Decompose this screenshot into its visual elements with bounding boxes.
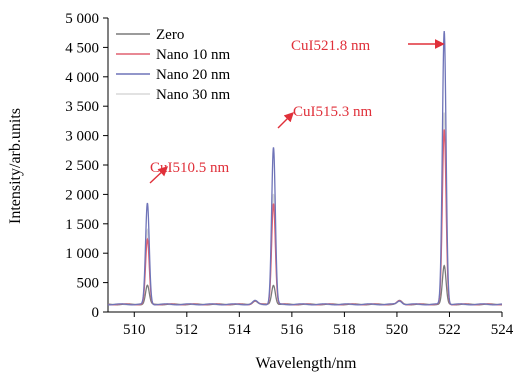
y-ticks: 0 500 1 000 1 500 2 000 2 500 3 000 3 500 4 000 4… (65, 11, 108, 321)
legend-label: Nano 30 nm (156, 87, 230, 103)
y-tick-label: 1 500 (65, 217, 99, 233)
x-axis-title: Wavelength/nm (256, 355, 357, 372)
annotation-arrow (277, 112, 294, 129)
y-tick-label: 500 (77, 276, 100, 292)
x-tick-label: 516 (281, 322, 304, 338)
x-tick-label: 522 (438, 322, 461, 338)
x-tick-label: 512 (176, 322, 199, 338)
annotation-label: CuI510.5 nm (150, 160, 230, 176)
annotation-arrow (149, 166, 169, 184)
y-axis-title: Intensity/arb.units (7, 108, 24, 224)
y-tick-label: 1 000 (65, 246, 99, 262)
y-tick-label: 2 000 (65, 187, 99, 203)
y-tick-label: 4 500 (65, 40, 99, 56)
x-tick-label: 524 (491, 322, 514, 338)
x-tick-label: 514 (228, 322, 251, 338)
annotation-label: CuI521.8 nm (291, 38, 371, 54)
legend-label: Nano 10 nm (156, 47, 230, 63)
legend: Zero Nano 10 nm Nano 20 nm Nano 30 nm (116, 27, 230, 103)
x-tick-label: 520 (386, 322, 409, 338)
series-layer (107, 31, 503, 306)
legend-label: Zero (156, 27, 184, 43)
y-tick-label: 2 500 (65, 158, 99, 174)
series-line-zero (107, 264, 503, 306)
plot-area: 510 512 514 516 518 520 522 524 0 500 1 000 1 500 2… (65, 11, 514, 338)
y-tick-label: 3 000 (65, 129, 99, 145)
legend-label: Nano 20 nm (156, 67, 230, 83)
annotation-label: CuI515.3 nm (293, 104, 373, 120)
y-tick-label: 0 (92, 305, 100, 321)
y-tick-label: 3 500 (65, 99, 99, 115)
x-ticks: 510 512 514 516 518 520 522 524 (123, 312, 514, 338)
x-tick-label: 518 (333, 322, 356, 338)
y-tick-label: 5 000 (65, 11, 99, 27)
annotations: CuI510.5 nm CuI515.3 nm CuI521.8 nm (149, 38, 445, 184)
x-tick-label: 510 (123, 322, 146, 338)
series-line-nano-20-nm (107, 31, 503, 306)
y-tick-label: 4 000 (65, 70, 99, 86)
